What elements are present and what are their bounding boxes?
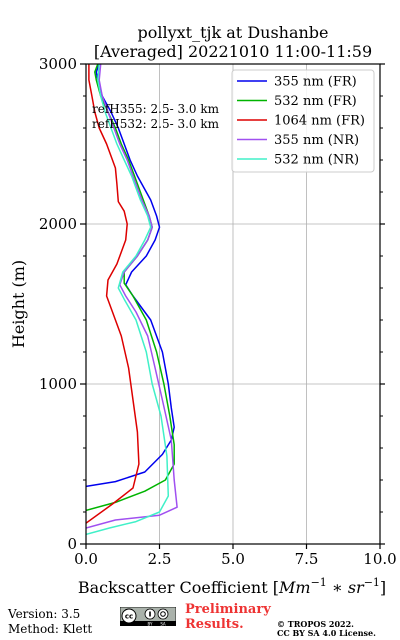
preliminary-line-2: Results. [185, 617, 244, 632]
svg-text:cc: cc [125, 613, 133, 621]
x-tick-label: 2.5 [148, 550, 172, 568]
preliminary-results-note: Preliminary Results. [185, 602, 271, 632]
copyright-line-2: CC BY SA 4.0 License. [277, 628, 376, 638]
x-tick-label: 5.0 [221, 550, 245, 568]
x-tick-label: 7.5 [295, 550, 319, 568]
y-tick-label: 0 [67, 535, 77, 553]
copyright-note: © TROPOS 2022. CC BY SA 4.0 License. [277, 620, 376, 638]
series-line-3 [86, 64, 140, 524]
cc-by-sa-logo: cc BY SA [120, 607, 176, 626]
x-tick-label: 10.0 [363, 550, 396, 568]
svg-text:SA: SA [160, 621, 166, 626]
annotation-refh532: refH532: 2.5- 3.0 km [92, 117, 220, 131]
series-lines [86, 64, 178, 536]
legend-label-2: 532 nm (FR) [274, 94, 357, 109]
legend-label-5: 532 nm (NR) [274, 153, 359, 168]
annotation-refh355: refH355: 2.5- 3.0 km [92, 102, 220, 116]
backscatter-chart: pollyxt_tjk at Dushanbe [Averaged] 20221… [9, 23, 397, 597]
y-tick-label: 2000 [39, 215, 77, 233]
legend-label-4: 355 nm (NR) [274, 133, 359, 148]
legend-label-1: 355 nm (FR) [274, 75, 357, 90]
axis-ticks: 0.0 2.5 5.0 7.5 10.0 0 1000 2000 3000 [39, 55, 397, 568]
copyright-line-1: © TROPOS 2022. [277, 619, 354, 629]
preliminary-line-1: Preliminary [185, 602, 271, 617]
series-line-4 [86, 64, 178, 529]
y-axis-label: Height (m) [9, 260, 28, 348]
svg-text:BY: BY [148, 621, 154, 626]
method-text: Method: Klett [8, 622, 93, 636]
legend: 355 nm (FR) 532 nm (FR) 1064 nm (FR) 355 nm… [231, 69, 375, 173]
x-axis-label: Backscatter Coefficient [Mm−1 ∗ sr−1] [78, 576, 386, 597]
y-tick-label: 3000 [39, 55, 77, 73]
chart-subtitle: [Averaged] 20221010 11:00-11:59 [94, 42, 372, 61]
chart-title: pollyxt_tjk at Dushanbe [137, 23, 328, 42]
legend-label-3: 1064 nm (FR) [274, 114, 365, 129]
version-text: Version: 3.5 [8, 607, 81, 621]
y-tick-label: 1000 [39, 375, 77, 393]
legend-box [231, 69, 375, 173]
series-line-5 [86, 64, 170, 536]
x-tick-label: 0.0 [74, 550, 98, 568]
